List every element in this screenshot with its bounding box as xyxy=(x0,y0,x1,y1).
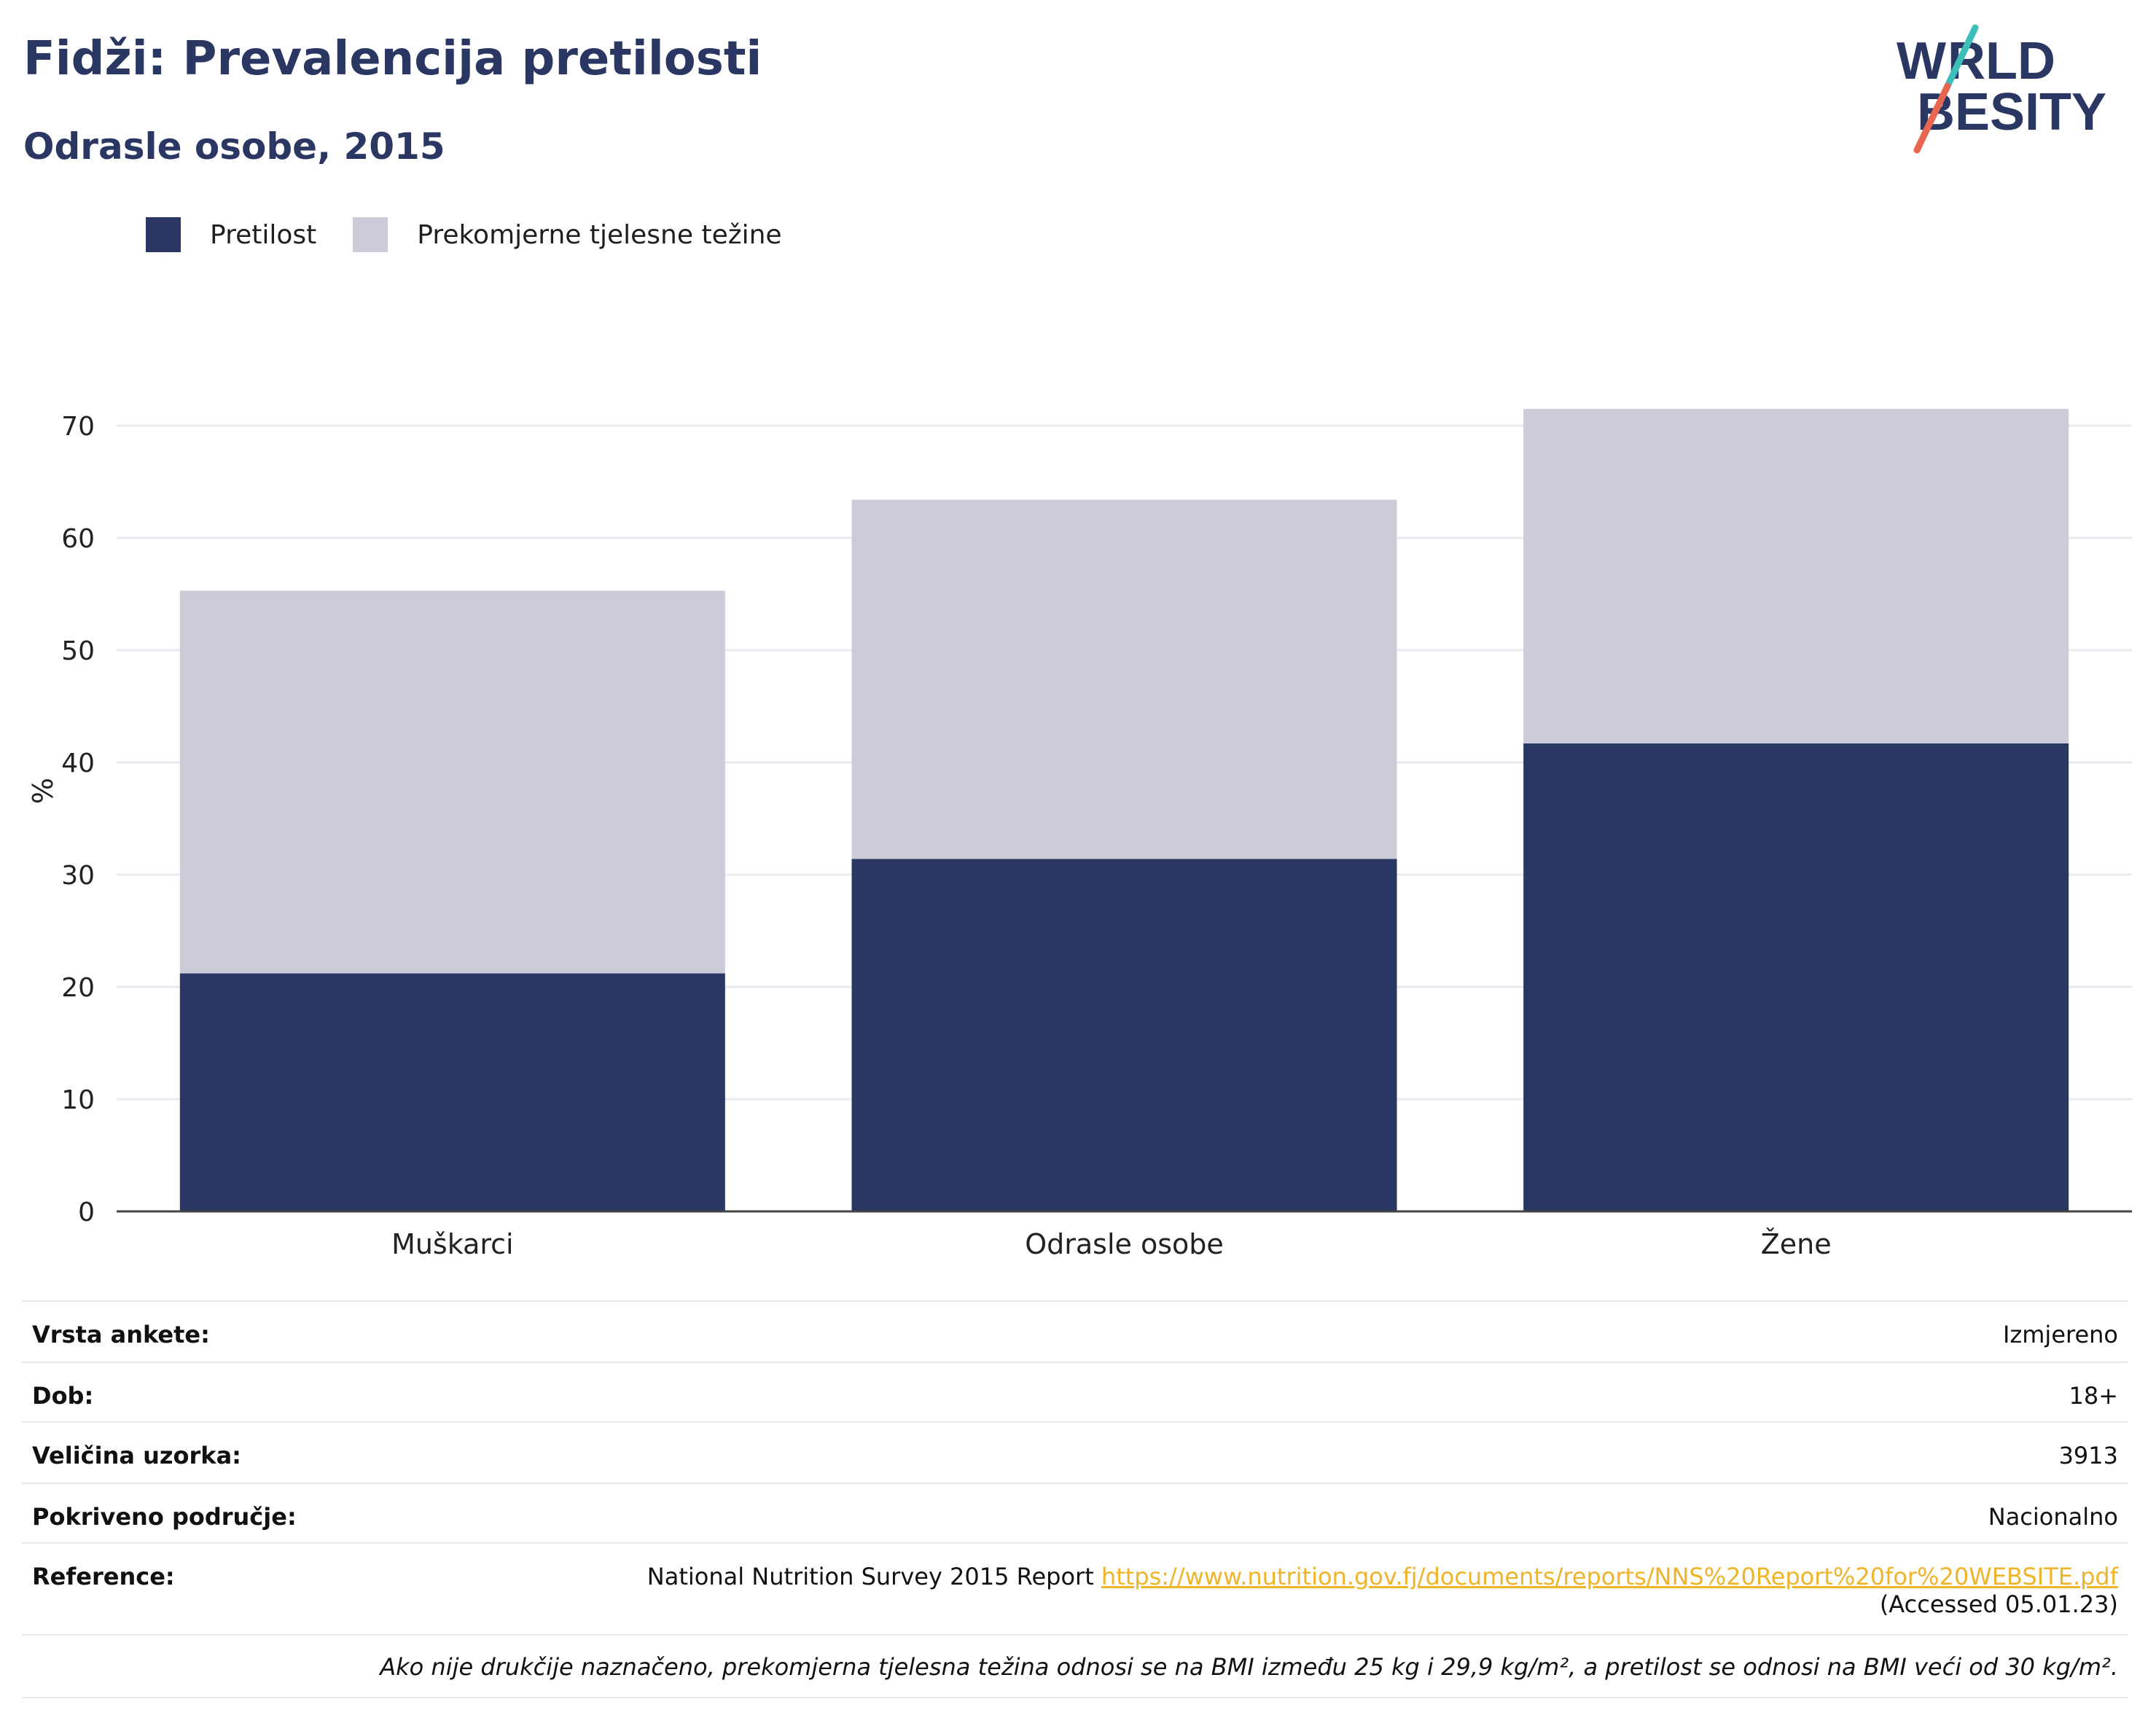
chart-legend: Pretilost Prekomjerne tjelesne težine xyxy=(146,217,819,252)
y-tick-label: 20 xyxy=(61,973,95,1003)
legend-item-overweight[interactable]: Prekomjerne tjelesne težine xyxy=(353,217,782,252)
survey-info-table: Vrsta ankete: Izmjereno Dob: 18+ Veličin… xyxy=(22,1300,2128,1698)
footnote: Ako nije drukčije naznačeno, prekomjerna… xyxy=(22,1634,2128,1698)
info-row-coverage: Pokriveno područje: Nacionalno xyxy=(22,1483,2128,1542)
svg-text:BESITY: BESITY xyxy=(1917,83,2106,141)
x-tick-label: Odrasle osobe xyxy=(1025,1228,1224,1260)
info-value: Izmjereno xyxy=(2003,1321,2118,1348)
chart-title: Fidži: Prevalencija pretilosti xyxy=(23,32,762,86)
stacked-bar-chart: 0 10 20 30 40 50 60 70% Muškarci Odrasle osobe Žen… xyxy=(27,408,2132,1260)
bar-overweight xyxy=(1523,408,2069,743)
y-tick-label: 70 xyxy=(61,412,95,442)
reference-value: National Nutrition Survey 2015 Report ht… xyxy=(647,1563,2118,1618)
chart-subtitle: Odrasle osobe, 2015 xyxy=(23,125,445,168)
y-tick-label: 30 xyxy=(61,861,95,891)
info-row-reference: Reference: National Nutrition Survey 201… xyxy=(22,1542,2128,1634)
bar-obesity xyxy=(1523,743,2069,1211)
y-tick-label: 10 xyxy=(61,1085,95,1115)
bar-overweight xyxy=(851,499,1397,859)
reference-link[interactable]: https://www.nutrition.gov.fj/documents/r… xyxy=(1101,1563,2118,1590)
legend-swatch-overweight xyxy=(353,217,388,252)
svg-text:W: W xyxy=(1897,32,1946,90)
bar-obesity xyxy=(851,859,1397,1211)
y-tick-label: 60 xyxy=(61,524,95,554)
info-key: Reference: xyxy=(32,1563,175,1590)
reference-text: National Nutrition Survey 2015 Report xyxy=(647,1563,1101,1590)
bar-overweight xyxy=(179,590,725,974)
legend-item-obesity[interactable]: Pretilost xyxy=(146,217,316,252)
y-axis-label: % xyxy=(27,778,59,804)
y-tick-label: 40 xyxy=(61,749,95,778)
info-key: Veličina uzorka: xyxy=(32,1442,241,1469)
y-tick-label: 0 xyxy=(78,1198,95,1227)
info-key: Vrsta ankete: xyxy=(32,1321,210,1348)
world-obesity-logo: W RLD BESITY xyxy=(1897,24,2106,154)
info-key: Pokriveno područje: xyxy=(32,1503,297,1531)
legend-label-overweight: Prekomjerne tjelesne težine xyxy=(417,219,782,250)
y-tick-label: 50 xyxy=(61,636,95,666)
x-tick-label: Muškarci xyxy=(391,1228,514,1260)
legend-swatch-obesity xyxy=(146,217,181,252)
info-value: 3913 xyxy=(2058,1442,2118,1469)
x-tick-label: Žene xyxy=(1761,1228,1832,1260)
info-value: 18+ xyxy=(2069,1382,2118,1410)
info-row-age: Dob: 18+ xyxy=(22,1362,2128,1421)
info-key: Dob: xyxy=(32,1382,94,1410)
info-row-survey-type: Vrsta ankete: Izmjereno xyxy=(22,1300,2128,1362)
bar-obesity xyxy=(179,973,725,1211)
legend-label-obesity: Pretilost xyxy=(210,219,317,250)
info-row-sample-size: Veličina uzorka: 3913 xyxy=(22,1421,2128,1483)
info-value: Nacionalno xyxy=(1988,1503,2118,1531)
reference-accessed: (Accessed 05.01.23) xyxy=(1879,1590,2118,1618)
